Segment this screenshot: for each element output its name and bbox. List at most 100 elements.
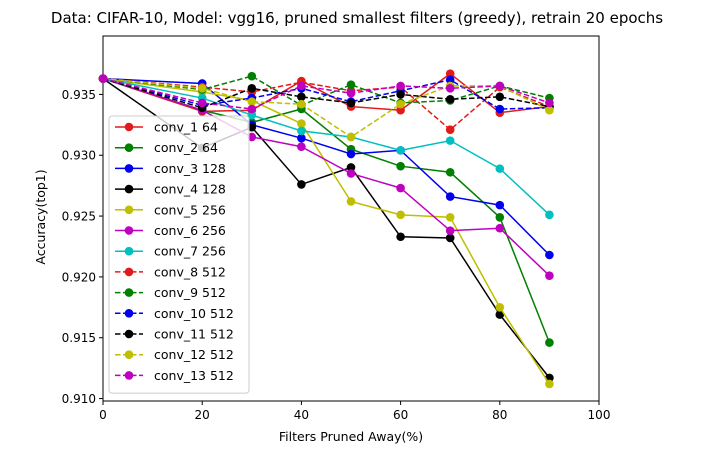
data-point [495,303,505,312]
data-point [396,90,405,99]
data-point [495,310,505,319]
data-point [545,98,554,108]
data-point [495,223,505,233]
series [98,69,554,117]
data-point [346,149,356,159]
legend-marker [124,267,134,277]
y-tick-label: 0.920 [62,270,96,284]
data-point [297,142,306,152]
legend-label: conv_1 64 [154,120,218,135]
data-point [445,226,455,235]
legend-label: conv_13 512 [154,368,234,383]
data-point [247,97,257,106]
series [98,74,554,142]
data-point [297,81,306,91]
series-line [102,72,550,114]
data-point [247,71,257,81]
data-point [445,125,455,134]
data-point [396,183,405,193]
data-point [297,133,306,143]
data-point [247,110,257,120]
legend-marker [124,122,134,132]
data-point [247,104,257,114]
data-point [396,210,405,220]
data-point [545,338,554,347]
legend-label: conv_9 512 [154,285,226,300]
y-tick-label: 0.915 [62,331,96,345]
legend-marker [124,371,134,380]
data-point [445,212,455,222]
legend-item: conv_3 128 [115,161,226,176]
data-point [396,99,405,109]
data-point [445,75,455,85]
data-point [247,132,257,142]
legend-item: conv_10 512 [115,306,234,321]
data-point [297,92,306,102]
y-tick-label: 0.910 [62,392,96,406]
legend-marker [124,205,134,215]
chart-title: Data: CIFAR-10, Model: vgg16, pruned sma… [51,9,663,27]
data-point [495,212,505,222]
series-line [102,75,550,107]
legend-marker [124,184,134,194]
legend-label: conv_4 128 [154,182,226,197]
x-tick-label: 20 [195,408,210,422]
legend-item: conv_5 256 [115,202,226,217]
data-point [445,94,455,104]
data-point [346,98,356,108]
axes: 0 20 40 60 80 100 0.910 0.915 0.920 0.925 0.930 0.9… [62,35,611,422]
x-tick-label: 60 [393,408,408,422]
data-point [98,74,108,83]
data-point [346,132,356,142]
legend-marker [124,309,134,318]
legend: conv_1 64 conv_2 64 conv_3 128 conv_4 128 co… [108,115,250,394]
legend-marker [124,164,134,173]
data-point [346,169,356,178]
legend-label: conv_5 256 [154,202,226,217]
data-point [495,92,505,102]
legend-marker [124,226,134,235]
data-point [297,126,306,136]
legend-label: conv_2 64 [154,140,218,155]
legend-label: conv_12 512 [154,347,234,362]
y-tick-label: 0.930 [62,149,96,163]
data-point [545,250,554,260]
data-point [495,104,505,114]
data-point [346,197,356,206]
legend-item: conv_11 512 [115,327,234,342]
legend-marker [124,329,134,339]
legend-label: conv_3 128 [154,161,226,176]
legend-item: conv_12 512 [115,347,234,362]
data-point [346,88,356,98]
data-point [247,122,257,132]
series [98,74,554,114]
data-point [396,161,405,171]
legend-marker [124,350,134,360]
y-tick-label: 0.925 [62,210,96,224]
x-tick-label: 80 [492,408,507,422]
data-point [396,105,405,115]
plot-frame [102,35,600,402]
data-point [197,98,207,108]
legend-marker [124,246,134,256]
legend-label: conv_11 512 [154,327,234,342]
legend-marker [124,288,134,297]
data-point [396,81,405,91]
y-axis-label: Accuracy(top1) [33,169,48,264]
legend-item: conv_1 64 [115,120,218,135]
legend-item: conv_7 256 [115,244,226,259]
data-point [545,210,554,220]
legend-box [108,115,250,394]
legend-label: conv_6 256 [154,223,226,238]
x-tick-label: 100 [588,408,611,422]
data-point [247,84,257,93]
legend-item: conv_13 512 [115,368,234,383]
data-point [396,146,405,155]
series-group [98,69,554,389]
x-axis-label: Filters Pruned Away(%) [279,429,423,444]
legend-label: conv_7 256 [154,244,226,259]
data-point [445,136,455,145]
legend-item: conv_9 512 [115,285,226,300]
data-point [445,69,455,79]
